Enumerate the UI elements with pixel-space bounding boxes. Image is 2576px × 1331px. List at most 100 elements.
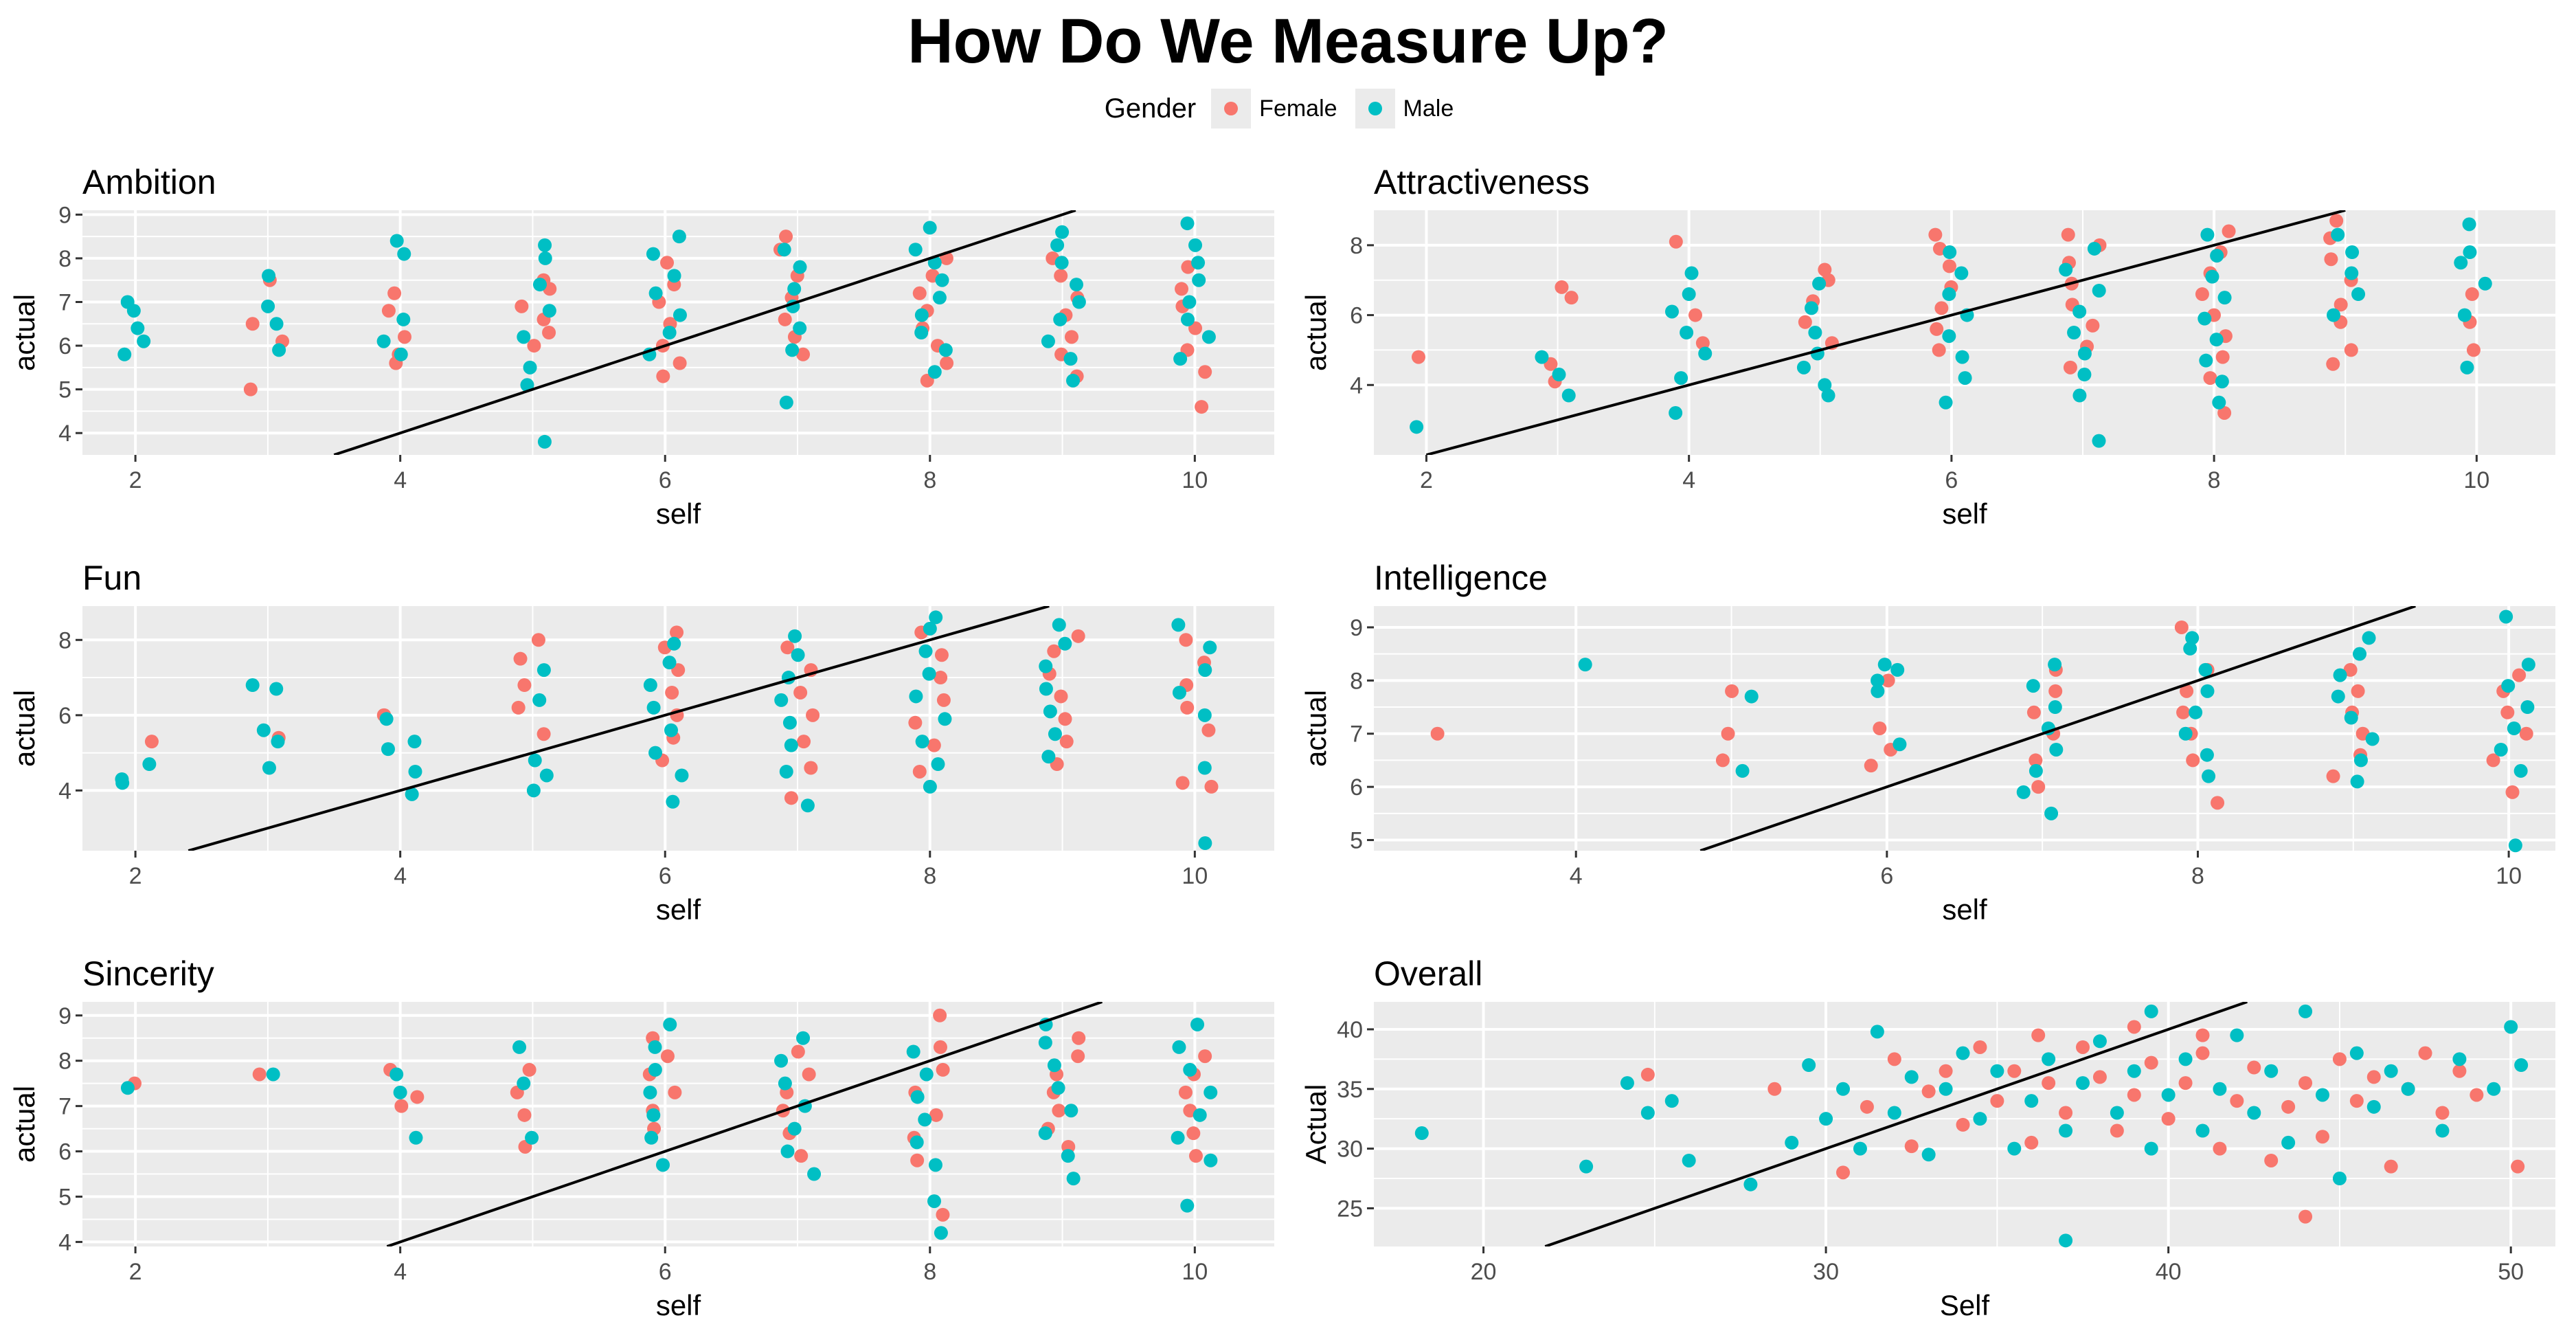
data-point-female xyxy=(511,700,526,715)
data-point-male xyxy=(1173,352,1188,366)
x-tick-label: 8 xyxy=(923,467,936,493)
data-point-female xyxy=(1640,1067,1655,1082)
data-point-female xyxy=(2247,1060,2261,1075)
x-tick-label: 2 xyxy=(129,467,142,493)
data-point-male xyxy=(785,343,800,357)
data-point-male xyxy=(2185,631,2200,645)
data-point-female xyxy=(1973,1040,1987,1054)
data-point-male xyxy=(269,317,284,331)
data-point-male xyxy=(2077,346,2092,361)
reference-line xyxy=(1425,210,2346,455)
data-point-male xyxy=(648,286,663,300)
data-point-female xyxy=(2343,662,2358,677)
y-tick-label: 9 xyxy=(1350,615,1363,641)
data-point-male xyxy=(407,735,422,749)
data-point-male xyxy=(2042,1052,2056,1066)
data-point-male xyxy=(2048,700,2062,715)
panel-attractiveness: 2 4 6 8 10 4 6 8 Attractiveness self actual xyxy=(1300,163,2555,530)
panel-title: Sincerity xyxy=(82,954,214,993)
data-point-female xyxy=(912,286,927,300)
data-point-female xyxy=(2174,620,2189,634)
data-point-male xyxy=(1939,1082,1953,1096)
data-point-male xyxy=(1192,273,1206,287)
panel-overall: 20 30 40 50 25 30 35 40 Overall Self Actual xyxy=(1300,954,2555,1321)
data-point-female xyxy=(2061,227,2075,242)
data-point-female xyxy=(1715,753,1730,768)
data-point-female xyxy=(2186,753,2200,768)
data-point-male xyxy=(2353,753,2368,768)
data-point-female xyxy=(1071,1049,1085,1064)
data-point-male xyxy=(1812,276,1827,291)
data-point-male xyxy=(2092,434,2106,448)
data-point-female xyxy=(2329,214,2344,228)
data-point-male xyxy=(1053,312,1067,326)
data-point-male xyxy=(2049,742,2064,757)
data-point-male xyxy=(800,798,815,813)
data-point-male xyxy=(914,326,929,339)
data-point-male xyxy=(923,621,937,636)
y-tick-label: 25 xyxy=(1337,1196,1363,1222)
data-point-female xyxy=(1052,1104,1066,1118)
data-point-male xyxy=(1047,1058,1061,1073)
data-point-female xyxy=(2326,769,2340,783)
data-point-male xyxy=(389,1067,404,1082)
data-point-female xyxy=(1054,269,1068,283)
data-point-male xyxy=(1887,1106,1901,1120)
data-point-male xyxy=(2092,1034,2107,1049)
data-point-male xyxy=(2520,700,2535,715)
legend-title: Gender xyxy=(1104,93,1197,124)
data-point-female xyxy=(2512,668,2527,682)
data-point-male xyxy=(1063,352,1078,366)
data-point-female xyxy=(1198,365,1212,379)
data-point-male xyxy=(2384,1064,2398,1078)
data-point-female xyxy=(2195,287,2209,302)
x-axis-label: self xyxy=(1942,497,1987,530)
data-point-male xyxy=(523,360,537,374)
data-point-male xyxy=(2487,1082,2501,1096)
data-point-female xyxy=(1178,1085,1193,1099)
data-point-male xyxy=(2213,1082,2227,1096)
data-point-male xyxy=(2029,763,2043,778)
data-point-female xyxy=(793,685,808,700)
data-point-male xyxy=(1197,708,1212,722)
data-point-male xyxy=(1039,659,1053,673)
data-point-female xyxy=(1956,1117,1970,1132)
y-axis-label: actual xyxy=(1300,294,1332,371)
data-point-male xyxy=(1893,737,1907,752)
data-point-female xyxy=(929,1108,943,1122)
data-point-male xyxy=(2478,276,2492,291)
data-point-female xyxy=(2161,1112,2176,1126)
data-point-male xyxy=(779,764,793,779)
data-point-male xyxy=(1744,689,1759,704)
data-point-female xyxy=(2465,287,2479,302)
data-point-female xyxy=(2092,1070,2107,1084)
data-point-male xyxy=(2183,641,2197,656)
x-tick-label: 10 xyxy=(1182,467,1208,493)
data-point-male xyxy=(918,1112,932,1127)
data-point-male xyxy=(1203,640,1217,655)
data-point-female xyxy=(1175,282,1189,296)
data-point-male xyxy=(1069,278,1083,292)
x-tick-label: 4 xyxy=(1682,467,1695,493)
data-point-female xyxy=(517,1108,532,1122)
data-point-male xyxy=(2087,241,2101,256)
data-point-male xyxy=(648,1040,662,1054)
panel-ambition: 2 4 6 8 10 4 5 6 7 8 9 Ambition self actual xyxy=(8,163,1274,530)
data-point-female xyxy=(2332,1052,2347,1066)
data-point-male xyxy=(2230,1028,2244,1042)
data-point-female xyxy=(1198,1049,1212,1064)
data-point-male xyxy=(2048,658,2062,672)
data-point-male xyxy=(1890,662,1905,677)
reference-line xyxy=(1544,1002,2248,1246)
data-point-female xyxy=(2110,1123,2124,1138)
data-point-male xyxy=(1204,1153,1218,1167)
data-point-female xyxy=(2315,1130,2329,1144)
data-point-female xyxy=(1798,315,1812,329)
data-point-male xyxy=(1172,1040,1186,1054)
data-point-male xyxy=(2110,1106,2124,1120)
data-point-female xyxy=(2076,1040,2090,1054)
data-point-male xyxy=(2435,1123,2450,1138)
data-point-male xyxy=(788,629,802,643)
data-point-male xyxy=(1051,1081,1065,1095)
data-point-male xyxy=(935,273,949,287)
